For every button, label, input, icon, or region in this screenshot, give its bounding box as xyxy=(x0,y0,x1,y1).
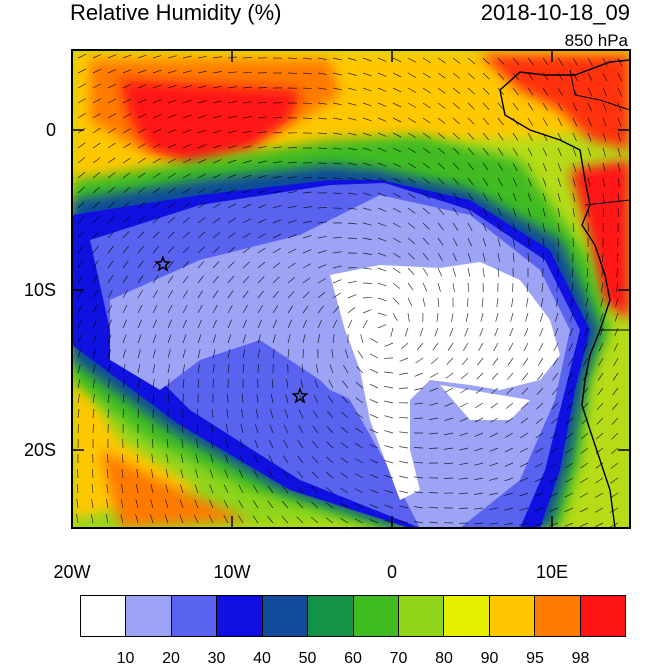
wind-barb xyxy=(303,349,304,358)
wind-barb xyxy=(288,73,297,74)
wind-barb xyxy=(168,424,169,433)
wind-barb xyxy=(363,283,372,284)
colorbar-label: 95 xyxy=(515,650,555,668)
wind-barb xyxy=(429,448,438,449)
wind-barb xyxy=(513,283,514,292)
colorbar-swatch xyxy=(490,596,535,636)
colorbar-swatch xyxy=(354,596,399,636)
colorbar-swatch xyxy=(126,596,171,636)
colorbar-swatch xyxy=(217,596,262,636)
wind-barb xyxy=(303,118,312,119)
colorbar-swatch xyxy=(172,596,217,636)
colorbar-label: 40 xyxy=(242,650,282,668)
colorbar-label: 70 xyxy=(379,650,419,668)
wind-barb xyxy=(468,298,469,307)
wind-barb xyxy=(444,478,453,479)
colorbar-swatch xyxy=(399,596,444,636)
colorbar xyxy=(80,595,626,637)
wind-barb xyxy=(93,424,94,433)
x-tick-label: 20W xyxy=(42,563,102,581)
y-tick-label: 20S xyxy=(16,441,56,459)
wind-barb xyxy=(414,418,423,419)
y-tick-label: 10S xyxy=(16,281,56,299)
colorbar-swatch xyxy=(444,596,489,636)
colorbar-swatch xyxy=(581,596,625,636)
wind-barb xyxy=(78,469,79,478)
colorbar-label: 10 xyxy=(106,650,146,668)
wind-barb xyxy=(108,454,109,463)
wind-barb xyxy=(459,508,468,509)
x-tick-label: 10E xyxy=(522,563,582,581)
x-tick-label: 10W xyxy=(202,563,262,581)
colorbar-swatch xyxy=(263,596,308,636)
wind-barb xyxy=(429,493,438,494)
colorbar-label: 30 xyxy=(197,650,237,668)
wind-barb xyxy=(138,439,139,448)
colorbar-label: 98 xyxy=(561,650,601,668)
colorbar-label: 90 xyxy=(470,650,510,668)
colorbar-label: 20 xyxy=(151,650,191,668)
wind-barb xyxy=(258,364,259,373)
map-title: Relative Humidity (%) xyxy=(70,2,282,24)
x-tick-label: 0 xyxy=(362,563,422,581)
wind-barb xyxy=(414,448,423,449)
y-tick-label: 0 xyxy=(16,121,56,139)
colorbar-swatch xyxy=(81,596,126,636)
colorbar-swatch xyxy=(535,596,580,636)
valid-datetime: 2018-10-18_09 xyxy=(481,2,630,24)
colorbar-label: 50 xyxy=(288,650,328,668)
humidity-field xyxy=(72,50,630,528)
wind-barb xyxy=(138,409,139,418)
colorbar-label: 60 xyxy=(333,650,373,668)
wind-barb xyxy=(198,409,199,418)
colorbar-label: 80 xyxy=(424,650,464,668)
pressure-level: 850 hPa xyxy=(565,32,628,49)
colorbar-swatch xyxy=(308,596,353,636)
